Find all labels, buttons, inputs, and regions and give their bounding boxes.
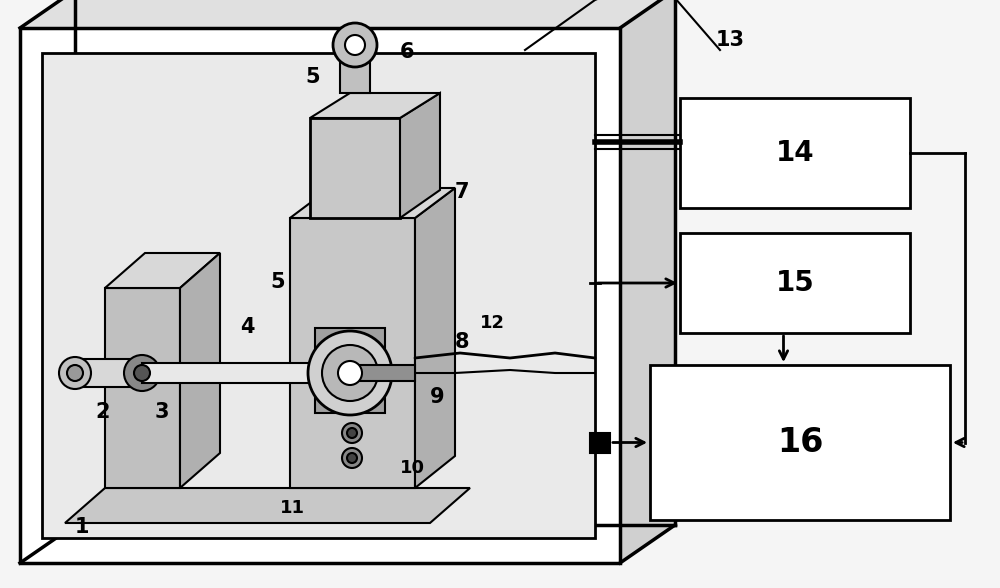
Text: 13: 13	[716, 30, 744, 50]
Polygon shape	[310, 93, 440, 118]
Text: 12: 12	[480, 314, 505, 332]
Text: 14: 14	[776, 139, 814, 167]
Text: 8: 8	[455, 332, 470, 352]
Bar	[680, 98, 910, 208]
Text: 4: 4	[240, 317, 255, 337]
Text: 3: 3	[155, 402, 170, 422]
Polygon shape	[65, 488, 470, 523]
Polygon shape	[105, 288, 180, 488]
Circle shape	[322, 345, 378, 401]
Polygon shape	[42, 53, 595, 538]
Polygon shape	[315, 328, 385, 413]
Text: 10: 10	[400, 459, 425, 477]
Polygon shape	[620, 0, 675, 563]
Polygon shape	[20, 28, 620, 563]
Polygon shape	[400, 93, 440, 218]
Circle shape	[308, 331, 392, 415]
Text: 5: 5	[305, 67, 320, 87]
Circle shape	[333, 23, 377, 67]
Circle shape	[338, 361, 362, 385]
Circle shape	[134, 365, 150, 381]
Polygon shape	[415, 188, 455, 488]
Text: 7: 7	[455, 182, 470, 202]
Polygon shape	[105, 253, 220, 288]
Circle shape	[342, 448, 362, 468]
Text: 5: 5	[270, 272, 285, 292]
Polygon shape	[290, 218, 415, 488]
Text: 2: 2	[95, 402, 110, 422]
Text: 9: 9	[430, 387, 445, 407]
Circle shape	[347, 453, 357, 463]
Circle shape	[342, 423, 362, 443]
Polygon shape	[180, 253, 220, 488]
Circle shape	[347, 428, 357, 438]
Bar	[650, 365, 950, 520]
Circle shape	[345, 35, 365, 55]
Bar	[680, 233, 910, 333]
Polygon shape	[68, 359, 142, 387]
Circle shape	[67, 365, 83, 381]
Text: 11: 11	[280, 499, 305, 517]
Text: 1: 1	[75, 517, 90, 537]
Text: 16: 16	[777, 426, 823, 459]
Text: 6: 6	[400, 42, 415, 62]
Polygon shape	[290, 188, 455, 218]
Circle shape	[59, 357, 91, 389]
Polygon shape	[340, 48, 370, 93]
Polygon shape	[350, 365, 415, 381]
Text: 15: 15	[776, 269, 814, 297]
Polygon shape	[142, 363, 340, 383]
Bar	[590, 433, 610, 453]
Polygon shape	[20, 0, 675, 28]
Circle shape	[124, 355, 160, 391]
Polygon shape	[310, 118, 400, 218]
